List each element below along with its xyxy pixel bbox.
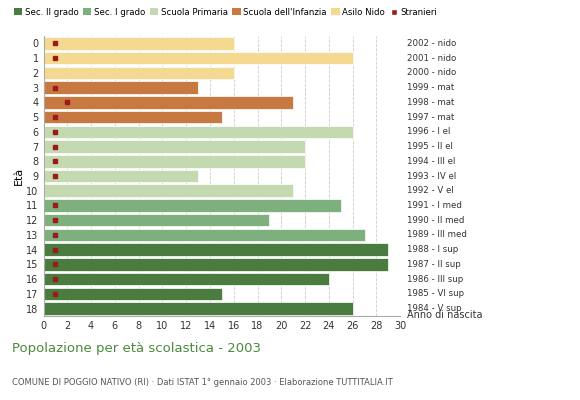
Bar <box>44 229 364 241</box>
Y-axis label: Età: Età <box>13 167 23 185</box>
Bar <box>44 288 222 300</box>
Text: Popolazione per età scolastica - 2003: Popolazione per età scolastica - 2003 <box>12 342 260 355</box>
Text: COMUNE DI POGGIO NATIVO (RI) · Dati ISTAT 1° gennaio 2003 · Elaborazione TUTTITA: COMUNE DI POGGIO NATIVO (RI) · Dati ISTA… <box>12 378 392 387</box>
Bar <box>44 126 353 138</box>
Bar <box>44 66 234 79</box>
Text: 1987 - II sup: 1987 - II sup <box>407 260 461 269</box>
Text: 2000 - nido: 2000 - nido <box>407 68 456 77</box>
Text: 1986 - III sup: 1986 - III sup <box>407 275 463 284</box>
Text: 1992 - V el: 1992 - V el <box>407 186 454 195</box>
Text: 1996 - I el: 1996 - I el <box>407 127 450 136</box>
Bar <box>44 96 293 108</box>
Bar <box>44 52 353 64</box>
Bar <box>44 170 198 182</box>
Bar <box>44 214 269 226</box>
Bar <box>44 199 340 212</box>
Bar <box>44 37 234 50</box>
Bar <box>44 258 388 271</box>
Bar <box>44 81 198 94</box>
Bar <box>44 111 222 123</box>
Legend: Sec. II grado, Sec. I grado, Scuola Primaria, Scuola dell'Infanzia, Asilo Nido, : Sec. II grado, Sec. I grado, Scuola Prim… <box>10 4 441 20</box>
Bar <box>44 140 305 153</box>
Bar <box>44 273 329 286</box>
Bar <box>44 244 388 256</box>
Bar <box>44 155 305 168</box>
Text: 1990 - II med: 1990 - II med <box>407 216 464 225</box>
Text: Anno di nascita: Anno di nascita <box>407 310 482 320</box>
Text: 1998 - mat: 1998 - mat <box>407 98 454 107</box>
Text: 1985 - VI sup: 1985 - VI sup <box>407 289 463 298</box>
Bar <box>44 184 293 197</box>
Text: 1988 - I sup: 1988 - I sup <box>407 245 458 254</box>
Text: 1994 - III el: 1994 - III el <box>407 157 455 166</box>
Text: 1997 - mat: 1997 - mat <box>407 112 454 122</box>
Text: 1993 - IV el: 1993 - IV el <box>407 172 456 180</box>
Text: 1984 - V sup: 1984 - V sup <box>407 304 461 313</box>
Text: 1999 - mat: 1999 - mat <box>407 83 454 92</box>
Bar <box>44 302 353 315</box>
Text: 1991 - I med: 1991 - I med <box>407 201 462 210</box>
Text: 2001 - nido: 2001 - nido <box>407 54 456 63</box>
Text: 2002 - nido: 2002 - nido <box>407 39 456 48</box>
Text: 1995 - II el: 1995 - II el <box>407 142 452 151</box>
Text: 1989 - III med: 1989 - III med <box>407 230 466 240</box>
